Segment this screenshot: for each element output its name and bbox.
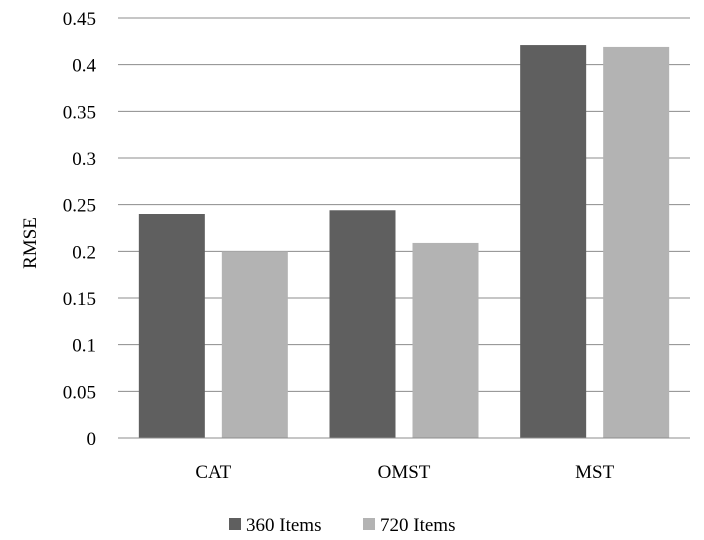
y-tick-label: 0.25 [63, 196, 96, 217]
y-tick-label: 0.2 [72, 242, 96, 263]
x-tick-label: MST [575, 462, 614, 483]
bars [138, 45, 670, 439]
y-tick-label: 0.1 [72, 336, 96, 357]
bar-cat-series-1 [138, 214, 205, 438]
legend-swatch [229, 518, 241, 530]
bar-mst-series-1 [520, 45, 587, 439]
y-tick-label: 0 [87, 429, 97, 450]
bar-omst-series-2 [412, 242, 479, 438]
y-tick-label: 0.05 [63, 382, 96, 403]
y-axis-title: RMSE [20, 217, 41, 269]
y-tick-label: 0.4 [72, 56, 96, 77]
y-tick-label: 0.15 [63, 289, 96, 310]
x-tick-label: OMST [378, 462, 431, 483]
bar-omst-series-1 [329, 210, 396, 438]
legend-swatch [363, 518, 375, 530]
y-tick-label: 0.35 [63, 102, 96, 123]
bar-mst-series-2 [603, 46, 670, 438]
x-axis-ticks: CAT OMST MST [195, 462, 614, 483]
legend-label: 720 Items [380, 515, 455, 536]
y-axis-ticks: 0 0.05 0.1 0.15 0.2 0.25 0.3 0.35 0.4 0.45 [63, 9, 97, 450]
x-tick-label: CAT [195, 462, 231, 483]
bar-cat-series-2 [221, 251, 288, 438]
legend: 360 Items 720 Items [229, 515, 455, 536]
y-tick-label: 0.3 [72, 149, 96, 170]
y-tick-label: 0.45 [63, 9, 96, 30]
legend-label: 360 Items [246, 515, 321, 536]
gridlines [118, 17, 690, 392]
